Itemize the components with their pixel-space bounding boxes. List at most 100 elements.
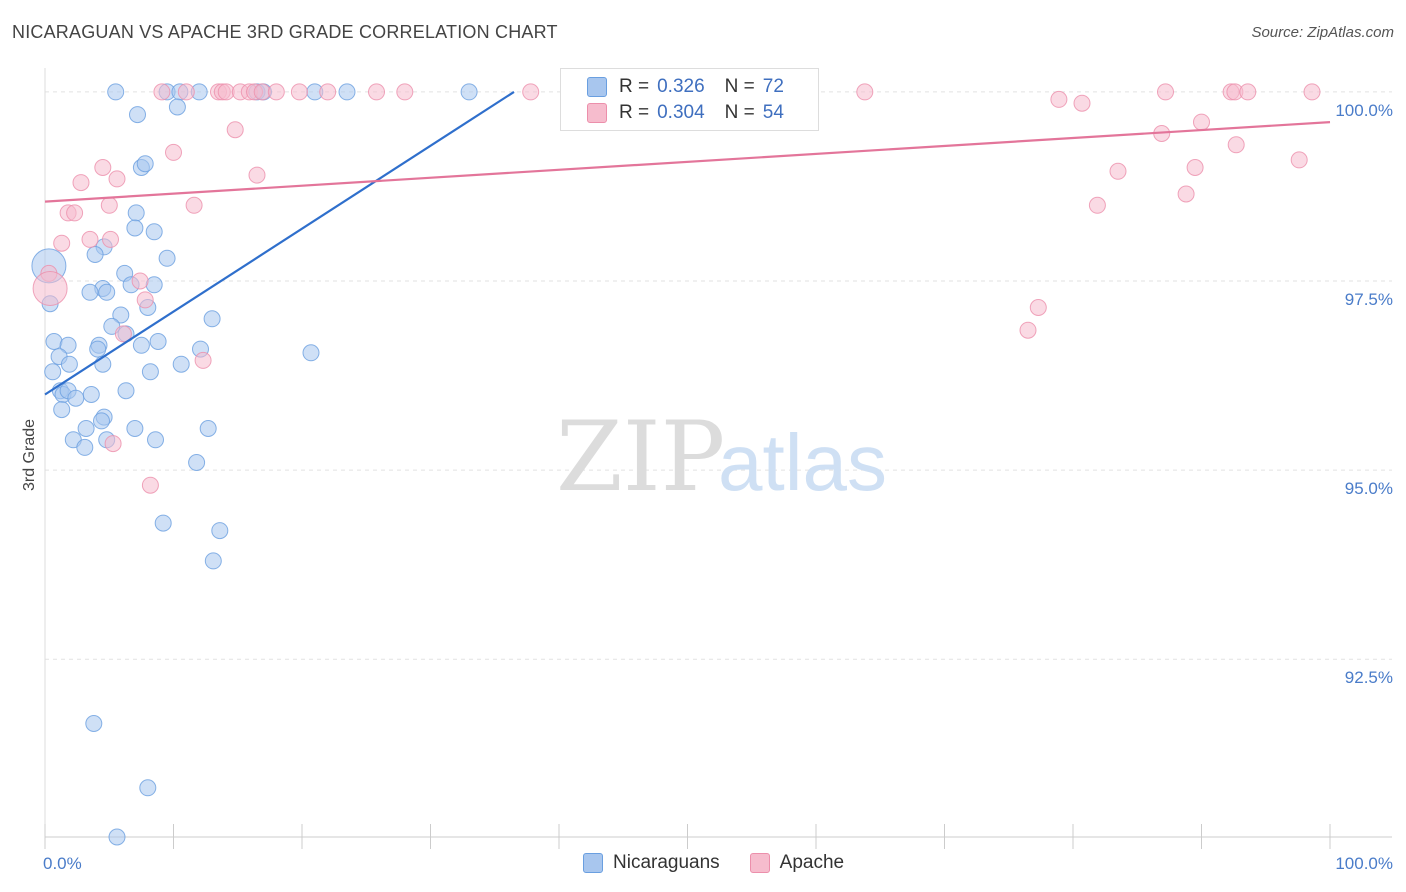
point-nicaraguans <box>59 336 77 354</box>
y-tick-label: 95.0% <box>1345 479 1393 498</box>
point-apache <box>522 83 540 101</box>
axes <box>44 68 1392 849</box>
point-nicaraguans <box>77 420 95 437</box>
point-nicaraguans <box>158 249 176 267</box>
point-apache <box>177 83 195 101</box>
point-apache <box>248 166 266 184</box>
point-apache <box>81 230 99 248</box>
point-nicaraguans <box>139 779 157 797</box>
watermark-zip: ZIP <box>556 401 725 513</box>
point-apache <box>856 83 874 101</box>
point-nicaraguans <box>172 355 190 373</box>
point-nicaraguans <box>302 344 320 362</box>
y-tick-label: 97.5% <box>1345 290 1393 309</box>
series-legend-nicaraguans[interactable]: Nicaraguans <box>583 852 720 874</box>
grid-lines <box>45 91 1392 660</box>
series-swatch-apache <box>749 853 770 873</box>
point-nicaraguans <box>94 355 112 373</box>
point-nicaraguans <box>126 219 144 237</box>
legend-r-label: R = <box>619 76 650 97</box>
point-nicaraguans <box>86 246 104 263</box>
point-apache <box>1303 83 1321 101</box>
point-apache <box>94 159 112 176</box>
point-apache <box>32 271 68 306</box>
point-apache <box>1227 136 1245 154</box>
point-apache <box>1019 321 1037 339</box>
legend-swatch-apache <box>587 103 607 123</box>
watermark-atlas: atlas <box>718 418 887 507</box>
point-apache <box>102 230 119 248</box>
point-nicaraguans <box>53 401 71 419</box>
point-nicaraguans <box>112 306 130 324</box>
trend-lines <box>44 90 1331 396</box>
legend-r-value: 0.304 <box>657 102 705 123</box>
point-apache <box>1193 113 1210 131</box>
x-tick-label-min: 0.0% <box>43 854 82 873</box>
watermark: ZIP atlas <box>556 401 887 513</box>
point-nicaraguans <box>147 431 164 449</box>
point-nicaraguans <box>127 204 145 222</box>
data-points <box>31 83 1321 846</box>
trend-line-nicaraguans <box>44 90 515 396</box>
point-apache <box>1109 162 1127 180</box>
point-apache <box>290 83 308 101</box>
point-nicaraguans <box>154 514 172 532</box>
series-legend: Nicaraguans Apache <box>583 852 874 874</box>
point-apache <box>319 83 337 101</box>
chart-source: Source: ZipAtlas.com <box>1251 24 1394 41</box>
series-legend-apache[interactable]: Apache <box>749 852 844 874</box>
point-apache <box>1186 159 1204 176</box>
point-nicaraguans <box>203 310 221 328</box>
y-tick-label: 92.5% <box>1345 668 1393 687</box>
chart-title: NICARAGUAN VS APACHE 3RD GRADE CORRELATI… <box>12 22 558 42</box>
point-apache <box>1073 94 1091 112</box>
point-nicaraguans <box>107 83 125 101</box>
legend-r-label: R = <box>619 102 650 123</box>
tick-labels: 100.0% 97.5% 95.0% 92.5% 0.0% 100.0% <box>43 101 1393 873</box>
point-nicaraguans <box>85 715 103 732</box>
point-apache <box>141 476 159 494</box>
point-nicaraguans <box>129 106 146 124</box>
series-label-nicaraguans: Nicaraguans <box>613 852 720 873</box>
point-apache <box>153 83 171 101</box>
point-nicaraguans <box>199 420 217 437</box>
point-apache <box>104 435 122 453</box>
point-apache <box>114 325 132 343</box>
point-apache <box>136 291 154 309</box>
point-nicaraguans <box>149 333 167 350</box>
legend-r-value: 0.326 <box>657 76 705 97</box>
point-nicaraguans <box>132 336 150 354</box>
point-apache <box>72 174 90 192</box>
point-apache <box>53 234 71 252</box>
legend-row-nicaraguans: R = 0.326 N = 72 <box>561 74 784 100</box>
point-nicaraguans <box>81 283 99 301</box>
point-apache <box>226 121 244 139</box>
point-apache <box>194 351 212 369</box>
point-apache <box>1088 196 1106 214</box>
legend-n-value: 72 <box>762 76 784 97</box>
point-apache <box>1177 185 1195 203</box>
point-nicaraguans <box>98 283 116 301</box>
point-nicaraguans <box>67 389 85 407</box>
series-swatch-nicaraguans <box>583 853 603 873</box>
point-nicaraguans <box>82 386 100 403</box>
point-nicaraguans <box>145 276 163 294</box>
point-apache <box>1157 83 1174 101</box>
point-nicaraguans <box>204 552 222 570</box>
point-nicaraguans <box>141 363 159 381</box>
point-nicaraguans <box>44 363 62 381</box>
point-apache <box>1050 90 1068 108</box>
point-nicaraguans <box>126 420 144 437</box>
point-nicaraguans <box>60 355 78 373</box>
point-apache <box>396 83 414 101</box>
trend-line-apache <box>44 121 1331 203</box>
point-nicaraguans <box>45 333 63 350</box>
point-apache <box>131 272 149 290</box>
point-nicaraguans <box>168 98 186 116</box>
point-apache <box>368 83 385 101</box>
legend-n-label: N = <box>724 76 755 97</box>
point-nicaraguans <box>117 382 135 400</box>
point-apache <box>108 170 126 188</box>
point-apache <box>100 196 118 214</box>
